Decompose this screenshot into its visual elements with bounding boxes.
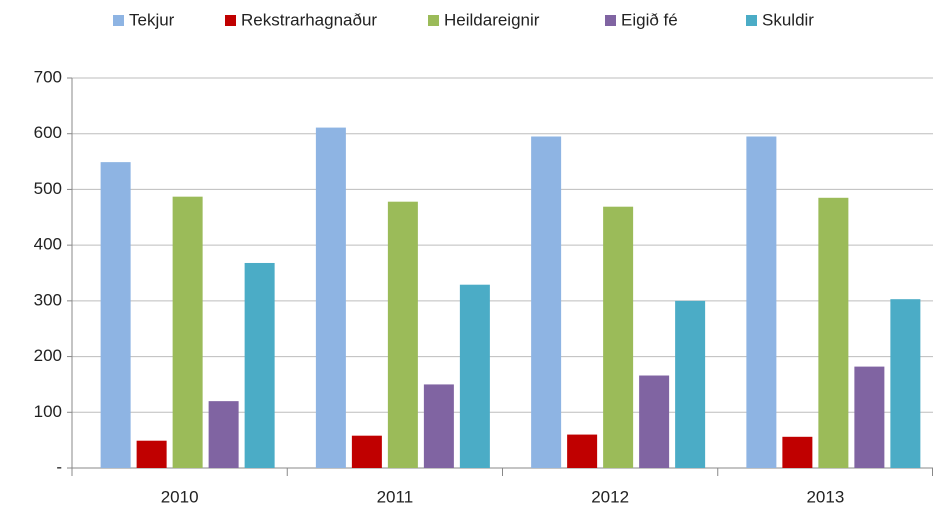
x-tick-label: 2010 (161, 487, 199, 506)
bar (136, 440, 167, 468)
legend-swatch (746, 15, 757, 26)
bar (854, 366, 885, 468)
y-tick-label: 600 (34, 123, 62, 142)
bar (782, 436, 813, 468)
bar (531, 136, 562, 468)
legend-label: Heildareignir (444, 10, 540, 29)
bar (172, 196, 203, 468)
bar (567, 434, 598, 468)
bar (603, 206, 634, 468)
bar (208, 401, 239, 468)
y-tick-label: 200 (34, 346, 62, 365)
x-tick-label: 2011 (377, 487, 414, 506)
bar (639, 375, 670, 468)
bar (890, 299, 921, 468)
legend-swatch (428, 15, 439, 26)
legend-swatch (225, 15, 236, 26)
x-tick-label: 2013 (806, 487, 844, 506)
legend-label: Eigið fé (621, 10, 678, 29)
bar (387, 201, 418, 468)
legend-swatch (605, 15, 616, 26)
bar (423, 384, 454, 468)
bar (746, 136, 777, 468)
y-tick-label: 700 (34, 67, 62, 86)
legend-label: Rekstrarhagnaður (241, 10, 377, 29)
bar (100, 162, 131, 468)
bar (244, 262, 275, 468)
legend-swatch (113, 15, 124, 26)
bar (818, 197, 849, 469)
bar (675, 300, 706, 468)
bar (351, 435, 382, 468)
legend-label: Tekjur (129, 10, 175, 29)
legend-label: Skuldir (762, 10, 814, 29)
bar (459, 284, 490, 468)
y-tick-label: 300 (34, 290, 62, 309)
y-tick-label: 500 (34, 179, 62, 198)
y-tick-label: - (56, 457, 62, 476)
x-tick-label: 2012 (591, 487, 629, 506)
y-tick-label: 400 (34, 235, 62, 254)
bar (315, 127, 346, 468)
y-tick-label: 100 (34, 402, 62, 421)
